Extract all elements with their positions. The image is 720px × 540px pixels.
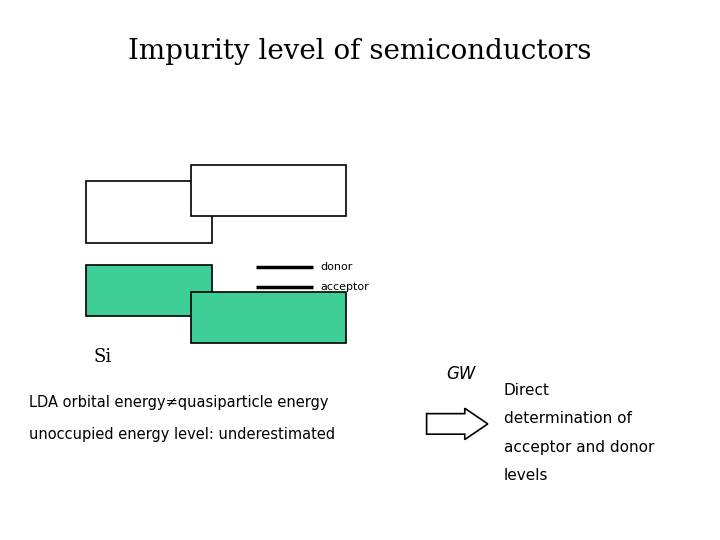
- Text: acceptor: acceptor: [320, 282, 369, 292]
- Text: GW: GW: [446, 366, 475, 383]
- Text: acceptor and donor: acceptor and donor: [504, 440, 654, 455]
- Text: unoccupied energy level: underestimated: unoccupied energy level: underestimated: [29, 427, 335, 442]
- Bar: [86, 181, 212, 243]
- Text: Impurity level of semiconductors: Impurity level of semiconductors: [128, 38, 592, 65]
- Text: Si: Si: [94, 348, 112, 366]
- Text: levels: levels: [504, 468, 549, 483]
- Text: LDA orbital energy≠quasiparticle energy: LDA orbital energy≠quasiparticle energy: [29, 395, 328, 410]
- Bar: [191, 165, 346, 216]
- FancyArrow shape: [426, 408, 488, 440]
- Text: donor: donor: [320, 262, 353, 272]
- Text: Direct: Direct: [504, 383, 550, 399]
- Text: determination of: determination of: [504, 411, 632, 427]
- Bar: [191, 292, 346, 343]
- Bar: [86, 265, 212, 316]
